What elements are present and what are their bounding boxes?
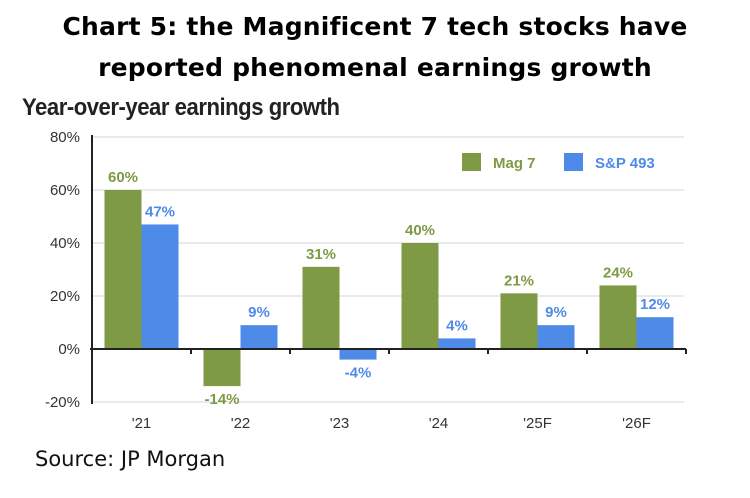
data-label: 40% [405,222,435,239]
x-tick-label: '24 [429,415,449,432]
bar-s-p-493 [537,325,575,349]
x-tick-label: '22 [231,415,251,432]
source-note: Source: JP Morgan [35,447,226,471]
legend-swatch [462,153,481,171]
bar-mag-7 [500,293,538,349]
legend-swatch [564,153,583,171]
data-label: 47% [145,203,175,220]
y-tick-label: 40% [50,235,80,252]
data-label: 9% [545,304,567,321]
y-tick-label: 0% [58,341,80,358]
y-tick-label: 60% [50,182,80,199]
data-label: -4% [345,365,372,382]
bar-mag-7 [401,243,439,349]
y-tick-label: -20% [45,394,80,411]
data-label: 21% [504,272,534,289]
data-label: 31% [306,246,336,263]
bar-mag-7 [203,349,241,387]
legend-label: S&P 493 [595,155,655,172]
chart-title-line-1: Chart 5: the Magnificent 7 tech stocks h… [62,12,688,41]
bar-s-p-493 [636,317,674,349]
bar-mag-7 [599,285,637,349]
x-tick-label: '25F [523,415,552,432]
bar-mag-7 [104,190,142,349]
x-tick-label: '26F [622,415,651,432]
data-label: 9% [248,304,270,321]
y-tick-label: 20% [50,288,80,305]
data-label: -14% [204,391,239,408]
data-label: 60% [108,169,138,186]
bar-mag-7 [302,266,340,349]
chart-subtitle: Year-over-year earnings growth [22,94,340,121]
chart-title-line-2: reported phenomenal earnings growth [98,53,652,82]
bar-s-p-493 [339,349,377,360]
y-tick-label: 80% [50,129,80,146]
bar-s-p-493 [438,338,476,349]
data-label: 24% [603,264,633,281]
bar-s-p-493 [141,224,179,349]
x-tick-label: '21 [132,415,152,432]
data-label: 12% [640,296,670,313]
bar-s-p-493 [240,325,278,349]
x-tick-label: '23 [330,415,350,432]
legend-label: Mag 7 [493,155,536,172]
data-label: 4% [446,317,468,334]
